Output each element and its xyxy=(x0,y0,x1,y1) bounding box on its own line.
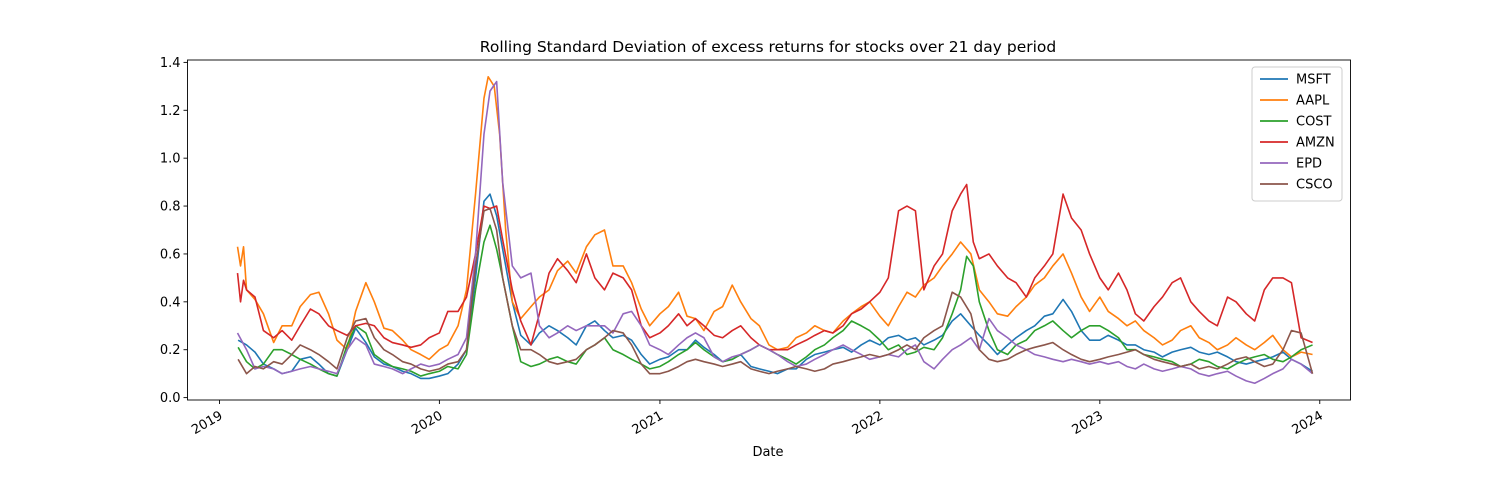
x-tick-label: 2020 xyxy=(409,408,445,438)
y-tick-label: 0.4 xyxy=(160,295,181,310)
legend-label-epd: EPD xyxy=(1296,157,1322,172)
y-tick-label: 1.0 xyxy=(160,152,181,167)
x-axis-title: Date xyxy=(752,445,783,460)
y-tick-label: 0.2 xyxy=(160,343,181,358)
legend-label-csco: CSCO xyxy=(1296,178,1333,193)
legend-label-msft: MSFT xyxy=(1296,73,1331,88)
legend: MSFT AAPL COST AMZN EPD CSCO xyxy=(1251,66,1343,202)
series-line-aapl xyxy=(236,75,1313,361)
x-tick-label: 2024 xyxy=(1290,408,1326,438)
y-tick-label: 0.6 xyxy=(160,247,181,262)
series-line-amzn xyxy=(236,183,1313,351)
series-line-epd xyxy=(236,80,1314,385)
y-tick-label: 1.2 xyxy=(160,104,181,119)
chart-title: Rolling Standard Deviation of excess ret… xyxy=(480,38,1056,56)
y-axis: 0.0 0.2 0.4 0.6 0.8 1.0 1.2 1.4 xyxy=(160,56,188,406)
series-line-csco xyxy=(237,207,1314,375)
x-tick-label: 2023 xyxy=(1070,408,1106,438)
x-tick-label: 2019 xyxy=(189,408,225,438)
x-tick-label: 2021 xyxy=(630,408,666,438)
y-tick-label: 0.0 xyxy=(160,391,181,406)
y-tick-label: 0.8 xyxy=(160,200,181,215)
legend-label-amzn: AMZN xyxy=(1296,136,1335,151)
y-tick-label: 1.4 xyxy=(160,56,181,71)
x-axis: 2019 2020 2021 2022 2023 2024 xyxy=(189,400,1326,438)
series-line-msft xyxy=(237,193,1313,380)
legend-label-aapl: AAPL xyxy=(1296,94,1330,109)
x-tick-label: 2022 xyxy=(850,408,886,438)
legend-label-cost: COST xyxy=(1296,115,1332,130)
plot-frame xyxy=(187,59,1351,401)
plot-area xyxy=(236,75,1314,385)
